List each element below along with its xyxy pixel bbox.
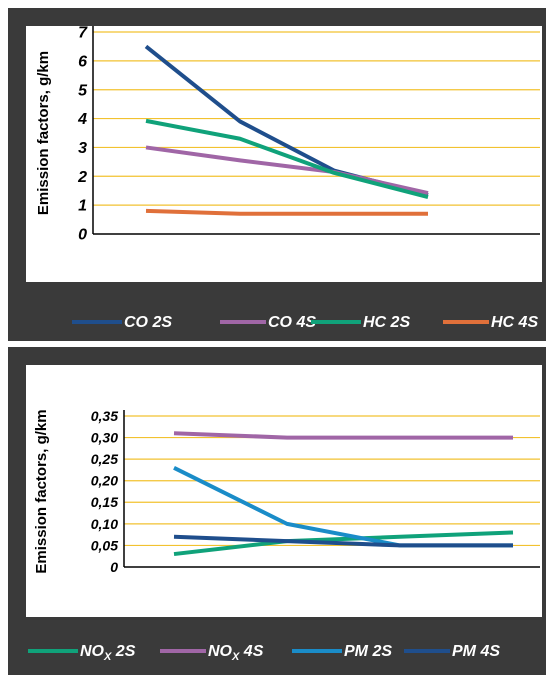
legend-label: HC 2S [363,314,410,331]
chart-panel-top: 0 1 2 3 4 5 6 7 Emission factors, g/km 91–96 96–00… [8,8,546,341]
y-tick-label: 5 [78,82,88,99]
x-tick-label: 00–05 [378,590,424,607]
y-tick-label: 0,10 [91,516,118,532]
y-tick-label: 4 [77,111,87,128]
series-line-hc-2s [145,118,429,199]
legend-label: NOX 4S [208,643,264,663]
x-tick-label: 96–00 [218,257,263,274]
series-line-hc-4s [145,208,428,216]
x-tick-label: 96–00 [265,590,310,607]
y-tick-label: 0,35 [91,408,118,424]
series-line-pm-4s [173,534,513,548]
series-line-co-4s [145,145,429,195]
y-tick-label: 6 [78,53,87,70]
series-line-nox-4s [173,431,513,440]
y-tick-label: 0,15 [91,494,118,510]
y-tick-label: 7 [78,25,88,42]
x-tick-label: 91–96 [152,590,197,607]
plot-area [26,365,542,617]
y-tick-label: 0 [110,559,118,575]
chart-panel-bottom: 0 0,05 0,10 0,15 0,20 0,25 0,30 0,35 Emission fa… [8,347,546,675]
y-tick-label: 0 [78,227,87,244]
legend-label: CO 4S [268,314,316,331]
series-line-nox-2s [173,530,514,557]
legend-label: PM 4S [452,643,500,660]
legend-label: HC 4S [491,314,538,331]
y-tick-label: 0,30 [91,429,118,445]
y-tick-label: 0,05 [91,537,118,553]
y-tick-label: 2 [77,169,87,186]
y-tick-label: 3 [78,140,87,157]
legend-label: NOX 2S [80,643,136,663]
chart-top-svg: 0 1 2 3 4 5 6 7 Emission factors, g/km 91–96 96–00… [26,25,542,331]
y-tick-label: 0,25 [91,451,118,467]
y-tick-label: 0,20 [91,473,118,489]
x-tick-label: 05–10 [491,590,536,607]
legend-label: CO 2S [124,314,172,331]
legend-label: PM 2S [344,643,392,660]
y-axis-title: Emission factors, g/km [33,409,50,573]
x-tick-label: 00–05 [312,257,358,274]
x-tick-label: 05–10 [406,257,451,274]
y-tick-label: 1 [78,198,87,215]
x-tick-label: 91–96 [124,257,169,274]
chart-bottom-svg: 0 0,05 0,10 0,15 0,20 0,25 0,30 0,35 Emission fa… [26,365,542,663]
y-axis-title: Emission factors, g/km [35,51,52,215]
